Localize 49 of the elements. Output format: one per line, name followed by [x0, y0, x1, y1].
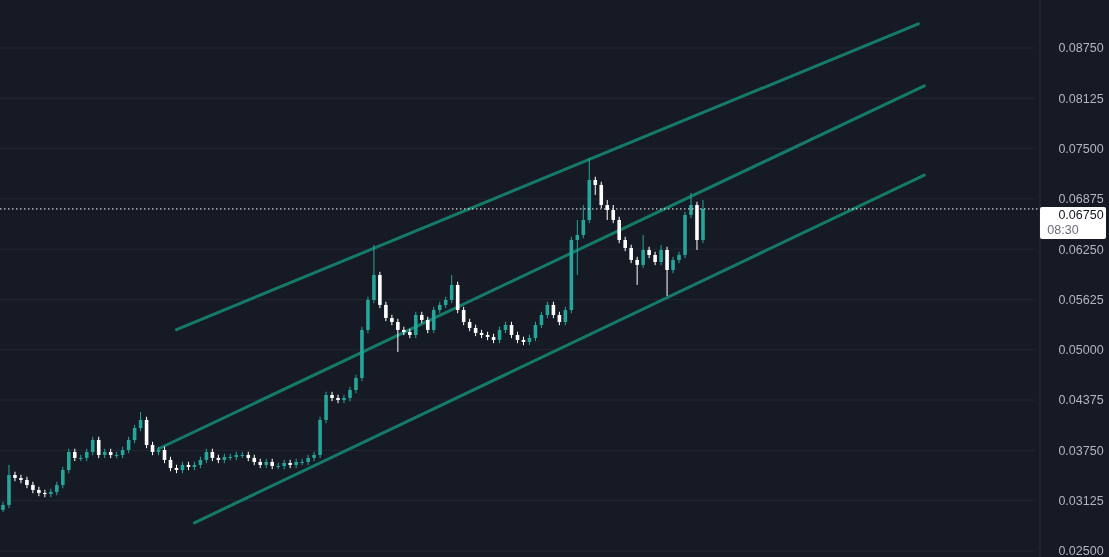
text: 08:30: [1047, 223, 1079, 238]
candlestick: [306, 454, 310, 466]
y-tick-label: 0.08750: [1058, 41, 1104, 56]
y-tick-label: 0.05000: [1058, 343, 1104, 358]
y-tick-label: 0.02500: [1058, 544, 1104, 557]
candlestick: [665, 246, 669, 297]
candlestick: [414, 311, 418, 339]
candlestick: [384, 301, 388, 322]
candlestick: [617, 216, 621, 244]
candlestick: [629, 244, 633, 264]
y-tick-label: 0.03750: [1058, 443, 1104, 458]
candlestick: [689, 192, 693, 219]
candlestick: [677, 251, 681, 264]
candlestick: [431, 306, 436, 334]
candlestick: [342, 394, 346, 404]
y-tick-label: 0.04375: [1058, 393, 1104, 408]
y-tick-label: 0.08125: [1058, 91, 1104, 106]
candlestick: [96, 436, 101, 459]
candlestick: [396, 318, 400, 353]
y-tick-label: 0.05625: [1058, 292, 1104, 307]
candlestick: [43, 489, 47, 498]
candlestick: [37, 486, 41, 497]
candlestick: [49, 488, 53, 498]
y-tick-label: 0.07500: [1058, 141, 1104, 156]
candlestick: [390, 314, 394, 326]
candlestick: [336, 394, 340, 404]
ref-line-label: 0.06750: [1058, 208, 1104, 223]
candlestick: [653, 251, 657, 266]
candlestick: [31, 481, 35, 494]
candlestick: [647, 246, 651, 259]
candlestick: [61, 466, 65, 489]
candlestick: [1, 501, 5, 513]
y-tick-label: 0.03125: [1058, 494, 1104, 509]
candlestick: [659, 244, 663, 266]
candlestick: [635, 256, 639, 286]
candlestick: [312, 451, 316, 462]
candlestick: [593, 176, 598, 196]
y-tick-label: 0.06250: [1058, 242, 1104, 257]
candlestick: [19, 474, 23, 484]
candlestick: [300, 458, 304, 466]
candlestick: [354, 374, 358, 394]
candlestick: [13, 471, 17, 482]
y-tick-label: 0.06875: [1058, 192, 1104, 207]
candlestick: [67, 448, 71, 474]
candlestick: [25, 476, 29, 489]
candlestick: [294, 458, 298, 469]
candlestick: [641, 234, 645, 269]
candlestick: [330, 391, 334, 402]
candlestick: [90, 436, 95, 456]
